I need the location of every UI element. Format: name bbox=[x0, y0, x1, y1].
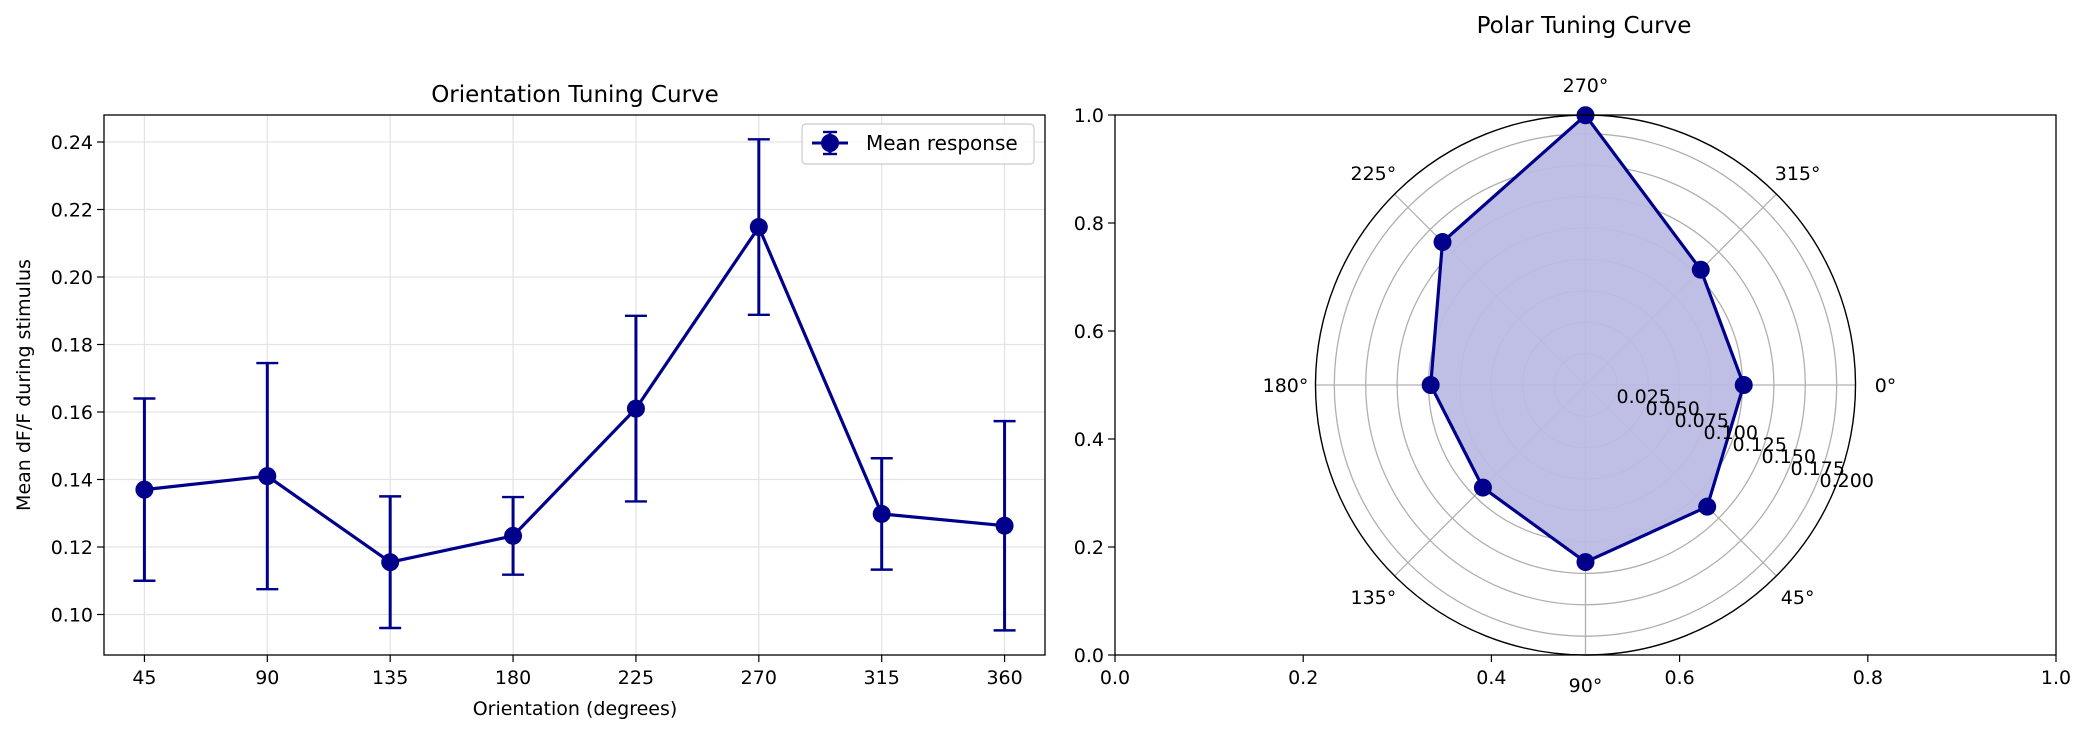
polar-angle-label: 45° bbox=[1781, 587, 1815, 609]
right-y-tick-label: 1.0 bbox=[1074, 105, 1104, 127]
data-point bbox=[381, 553, 400, 572]
left-x-tick-label: 360 bbox=[986, 667, 1022, 689]
left-y-tick-label: 0.22 bbox=[51, 200, 93, 222]
polar-angle-label: 315° bbox=[1775, 163, 1821, 185]
left-error-bars bbox=[133, 138, 1016, 632]
left-chart-title: Orientation Tuning Curve bbox=[431, 82, 719, 108]
left-x-tick-label: 225 bbox=[618, 667, 654, 689]
right-y-tick-label: 0.8 bbox=[1074, 213, 1104, 235]
left-y-ticks: 0.10 0.12 0.14 0.16 0.18 0.20 0.22 0.24 bbox=[51, 132, 104, 627]
right-x-tick-label: 0.8 bbox=[1853, 667, 1883, 689]
polar-angle-label: 90° bbox=[1569, 675, 1603, 697]
legend-box bbox=[801, 123, 1035, 165]
polar-data-point bbox=[1734, 376, 1753, 394]
data-point bbox=[504, 526, 523, 545]
data-point bbox=[995, 516, 1014, 535]
polar-angle-label: 225° bbox=[1350, 163, 1396, 185]
left-x-tick-label: 180 bbox=[495, 667, 531, 689]
right-x-tick-label: 0.4 bbox=[1476, 667, 1506, 689]
mean-response-line bbox=[144, 225, 1005, 564]
polar-angle-label: 0° bbox=[1875, 375, 1897, 397]
left-y-tick-label: 0.12 bbox=[51, 537, 93, 559]
polar-data-point bbox=[1576, 553, 1595, 572]
left-x-axis-label: Orientation (degrees) bbox=[473, 698, 678, 720]
left-y-tick-label: 0.16 bbox=[51, 402, 93, 424]
left-data-points bbox=[135, 218, 1014, 572]
polar-data-point bbox=[1473, 478, 1492, 497]
left-grid bbox=[104, 115, 1045, 655]
polar-radial-label: 0.200 bbox=[1820, 470, 1874, 492]
data-point bbox=[626, 399, 645, 418]
left-y-tick-label: 0.10 bbox=[51, 605, 93, 627]
left-x-tick-label: 90 bbox=[255, 667, 279, 689]
polar-fill-area bbox=[1430, 115, 1744, 563]
polar-outer-circle bbox=[1314, 114, 1857, 656]
left-x-tick-label: 45 bbox=[132, 667, 156, 689]
orientation-tuning-chart: Orientation Tuning Curve 45 90 135 180 225 27… bbox=[13, 82, 1046, 720]
polar-radial-label: 0.025 bbox=[1617, 386, 1671, 408]
left-y-tick-label: 0.24 bbox=[51, 132, 93, 154]
right-x-tick-label: 1.0 bbox=[2041, 667, 2071, 689]
polar-radial-label: 0.100 bbox=[1704, 422, 1758, 444]
right-frame-ticks: 0.0 0.2 0.4 0.6 0.8 1.0 0.0 0.2 0.4 0.6 0.8 1.0 bbox=[1074, 105, 2071, 689]
polar-tuning-chart: Polar Tuning Curve 0.0 0.2 0.4 0.6 0.8 1.00.0… bbox=[1074, 13, 2071, 697]
polar-angle-label: 135° bbox=[1350, 587, 1396, 609]
polar-data-points bbox=[1421, 106, 1753, 572]
right-y-tick-label: 0.6 bbox=[1074, 321, 1104, 343]
polar-data-point bbox=[1433, 233, 1452, 252]
left-y-tick-label: 0.18 bbox=[51, 335, 93, 357]
left-x-tick-label: 135 bbox=[372, 667, 408, 689]
data-point bbox=[135, 480, 154, 499]
left-y-tick-label: 0.14 bbox=[51, 470, 93, 492]
polar-angle-label: 180° bbox=[1263, 375, 1309, 397]
legend: Mean response bbox=[801, 123, 1035, 165]
polar-radial-label: 0.150 bbox=[1762, 446, 1816, 468]
left-plot-frame bbox=[103, 114, 1046, 656]
polar-angle-labels: 0° 45° 90° 135° 180° 225° 270° 315° bbox=[1263, 75, 1897, 697]
data-point bbox=[749, 218, 768, 237]
right-y-tick-label: 0.4 bbox=[1074, 429, 1104, 451]
right-x-tick-label: 0.0 bbox=[1100, 667, 1130, 689]
polar-radial-label: 0.075 bbox=[1675, 410, 1729, 432]
polar-data-point bbox=[1698, 497, 1717, 516]
data-point bbox=[872, 504, 891, 523]
left-y-tick-label: 0.20 bbox=[51, 267, 93, 289]
right-x-tick-label: 0.2 bbox=[1288, 667, 1318, 689]
polar-radial-label: 0.125 bbox=[1733, 434, 1787, 456]
polar-data-point bbox=[1691, 260, 1710, 279]
left-x-tick-label: 270 bbox=[741, 667, 777, 689]
legend-marker bbox=[821, 134, 839, 152]
left-x-ticks: 45 90 135 180 225 270 315 360 bbox=[132, 655, 1023, 689]
right-y-tick-label: 0.0 bbox=[1074, 645, 1104, 667]
right-y-tick-label: 0.2 bbox=[1074, 537, 1104, 559]
left-x-tick-label: 315 bbox=[864, 667, 900, 689]
legend-label: Mean response bbox=[866, 131, 1018, 155]
polar-radial-label: 0.050 bbox=[1646, 398, 1700, 420]
polar-angle-label: 270° bbox=[1563, 75, 1609, 97]
polar-radial-label: 0.175 bbox=[1791, 458, 1845, 480]
left-y-axis-label: Mean dF/F during stimulus bbox=[13, 259, 35, 511]
polar-data-point bbox=[1421, 376, 1440, 394]
data-point bbox=[258, 467, 277, 486]
right-chart-title: Polar Tuning Curve bbox=[1477, 13, 1692, 39]
right-x-tick-label: 0.6 bbox=[1664, 667, 1694, 689]
